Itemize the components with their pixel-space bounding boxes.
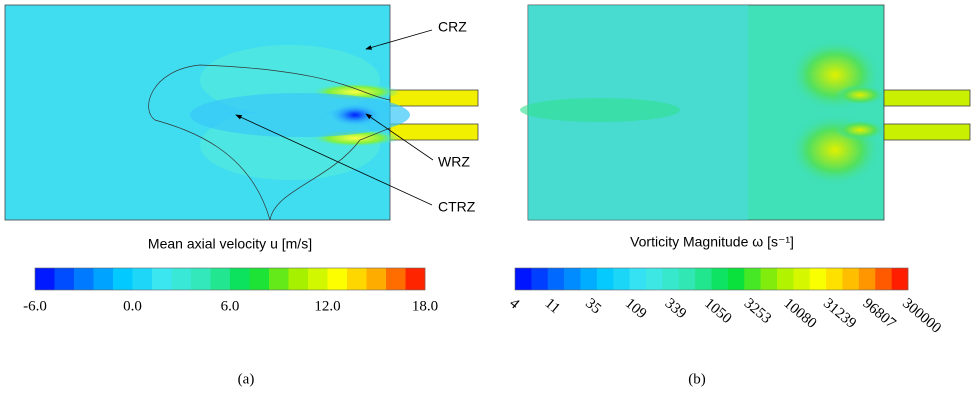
- colorbar-swatch: [230, 268, 250, 290]
- colorbar-swatch: [35, 268, 55, 290]
- annotation: WRZ: [438, 154, 470, 170]
- caption: (a): [238, 371, 255, 387]
- colorbar-swatch: [347, 268, 367, 290]
- colorbar-swatch: [793, 268, 811, 290]
- colorbar-swatch: [711, 268, 729, 290]
- colorbar-swatch: [93, 268, 114, 290]
- caption: (b): [688, 371, 706, 387]
- colorbar-swatch: [678, 268, 696, 290]
- colorbar-swatch: [405, 268, 426, 290]
- colorbar-tick-label: 96807: [860, 295, 899, 332]
- colorbar-tick-label: 109: [622, 295, 650, 322]
- colorbar-swatch: [629, 268, 647, 290]
- colorbar-swatch: [891, 268, 909, 290]
- velocity-field: [4, 4, 479, 221]
- colorbar-swatch: [74, 268, 94, 290]
- colorbar-tick-label: 10080: [780, 295, 819, 331]
- colorbar-swatch: [777, 268, 794, 290]
- colorbar-tick-label: 0.0: [123, 298, 142, 314]
- colorbar-swatch: [366, 268, 387, 290]
- colorbar-swatch: [269, 268, 289, 290]
- colorbar-swatch: [613, 268, 630, 290]
- colorbar-swatch: [515, 268, 532, 290]
- colorbar-swatch: [809, 268, 827, 290]
- colorbar-title: Mean axial velocity u [m/s]: [148, 236, 312, 252]
- colorbar-tick-label: 31239: [820, 295, 859, 331]
- colorbar-tick-label: 12.0: [314, 298, 340, 314]
- colorbar-frame: [514, 267, 909, 291]
- colorbar-swatch: [288, 268, 309, 290]
- vorticity-field: [520, 4, 971, 221]
- colorbar-swatch: [760, 268, 778, 290]
- colorbar-tick-label: 300000: [899, 295, 944, 336]
- colorbar-swatch: [580, 268, 598, 290]
- colorbar-swatch: [152, 268, 172, 290]
- colorbar-tick-label: 11: [542, 295, 563, 317]
- colorbar-swatch: [171, 268, 192, 290]
- colorbar-swatch: [547, 268, 565, 290]
- annotation: CTRZ: [438, 199, 476, 215]
- colorbar-swatch: [744, 268, 761, 290]
- colorbar-tick-label: 4: [506, 295, 522, 312]
- colorbar-tick-label: -6.0: [23, 298, 47, 314]
- colorbar-swatch: [596, 268, 614, 290]
- colorbar-swatch: [646, 268, 663, 290]
- colorbar-swatch: [564, 268, 581, 290]
- colorbar-swatch: [210, 268, 231, 290]
- colorbar-swatch: [662, 268, 680, 290]
- colorbar-swatch: [842, 268, 860, 290]
- colorbar-swatch: [531, 268, 549, 290]
- colorbar-tick-label: 3253: [741, 295, 774, 327]
- colorbar-tick-label: 6.0: [221, 298, 240, 314]
- colorbar-swatch: [308, 268, 328, 290]
- colorbar-tick-label: 18.0: [412, 298, 438, 314]
- annotation-arrows: [235, 29, 434, 206]
- colorbar-swatch: [826, 268, 843, 290]
- colorbar-swatch: [727, 268, 745, 290]
- colorbar-swatch: [54, 268, 75, 290]
- colorbar-tick-label: 35: [582, 295, 604, 317]
- colorbar-swatch: [113, 268, 133, 290]
- annotation: CRZ: [438, 19, 467, 35]
- colorbar-swatch: [695, 268, 712, 290]
- colorbar-swatch: [249, 268, 270, 290]
- colorbar-swatch: [386, 268, 406, 290]
- colorbar-frame: [34, 267, 426, 291]
- colorbar-swatch: [191, 268, 211, 290]
- colorbar-tick-label: 1050: [701, 295, 734, 327]
- colorbar-tick-label: 339: [662, 295, 690, 322]
- colorbar-swatch: [858, 268, 876, 290]
- colorbar-swatch: [327, 268, 348, 290]
- colorbar-swatch: [875, 268, 892, 290]
- colorbar-title: Vorticity Magnitude ω [s⁻¹]: [630, 234, 794, 250]
- colorbar-swatch: [132, 268, 153, 290]
